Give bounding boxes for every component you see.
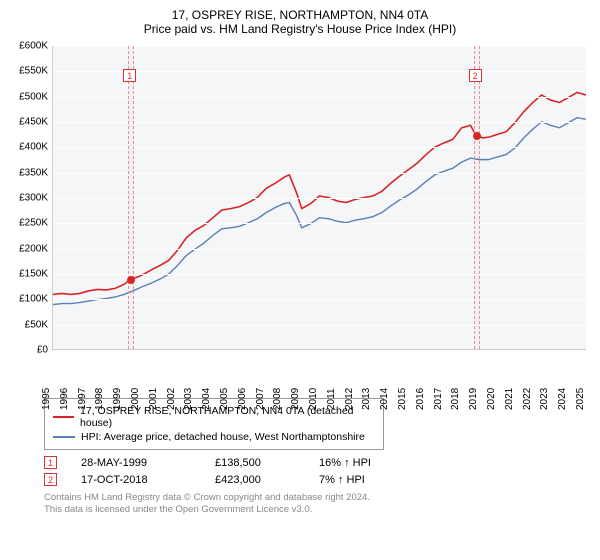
- x-tick-label: 2017: [433, 370, 444, 410]
- transaction-price: £138,500: [215, 457, 295, 469]
- y-tick-label: £550K: [8, 66, 48, 77]
- legend-row: HPI: Average price, detached house, West…: [53, 431, 375, 443]
- transaction-date: 28-MAY-1999: [81, 457, 191, 469]
- x-tick-label: 2022: [522, 370, 533, 410]
- plot-area: [52, 46, 586, 350]
- title-line-1: 17, OSPREY RISE, NORTHAMPTON, NN4 0TA: [8, 8, 592, 22]
- x-tick-label: 1999: [112, 370, 123, 410]
- footer-line-1: Contains HM Land Registry data © Crown c…: [44, 492, 592, 504]
- transaction-badge: 2: [44, 473, 57, 486]
- sale-dot: [473, 132, 481, 140]
- y-tick-label: £400K: [8, 142, 48, 153]
- transaction-date: 17-OCT-2018: [81, 474, 191, 486]
- x-tick-label: 2006: [237, 370, 248, 410]
- sale-marker-badge: 1: [123, 69, 136, 82]
- x-tick-label: 2003: [183, 370, 194, 410]
- x-tick-label: 2016: [415, 370, 426, 410]
- x-tick-label: 1998: [94, 370, 105, 410]
- legend-swatch: [53, 436, 75, 438]
- transactions-table: 1 28-MAY-1999 £138,500 16% ↑ HPI 2 17-OCT-201…: [44, 456, 592, 486]
- sale-band: [474, 46, 480, 349]
- x-tick-label: 2021: [504, 370, 515, 410]
- y-tick-label: £500K: [8, 91, 48, 102]
- footer-line-2: This data is licensed under the Open Gov…: [44, 504, 592, 516]
- x-tick-label: 2014: [379, 370, 390, 410]
- y-tick-label: £50K: [8, 319, 48, 330]
- x-tick-label: 2018: [450, 370, 461, 410]
- transaction-delta: 16% ↑ HPI: [319, 457, 371, 469]
- x-tick-label: 2025: [575, 370, 586, 410]
- y-tick-label: £0: [8, 345, 48, 356]
- transaction-row: 2 17-OCT-2018 £423,000 7% ↑ HPI: [44, 473, 592, 486]
- title-line-2: Price paid vs. HM Land Registry's House …: [8, 22, 592, 36]
- sale-marker-badge: 2: [469, 69, 482, 82]
- sale-dot: [127, 276, 135, 284]
- x-tick-label: 2011: [326, 370, 337, 410]
- x-tick-label: 2001: [148, 370, 159, 410]
- y-tick-label: £350K: [8, 167, 48, 178]
- x-tick-label: 2013: [361, 370, 372, 410]
- x-tick-label: 2023: [539, 370, 550, 410]
- x-tick-label: 2010: [308, 370, 319, 410]
- y-tick-label: £150K: [8, 269, 48, 280]
- footer-attribution: Contains HM Land Registry data © Crown c…: [44, 492, 592, 517]
- x-tick-label: 2015: [397, 370, 408, 410]
- transaction-delta: 7% ↑ HPI: [319, 474, 365, 486]
- x-tick-label: 2009: [290, 370, 301, 410]
- x-tick-label: 2012: [344, 370, 355, 410]
- y-tick-label: £300K: [8, 193, 48, 204]
- x-tick-label: 2007: [255, 370, 266, 410]
- gridline-h: [53, 350, 586, 351]
- transaction-price: £423,000: [215, 474, 295, 486]
- x-tick-label: 1995: [41, 370, 52, 410]
- sale-band: [128, 46, 134, 349]
- y-tick-label: £600K: [8, 41, 48, 52]
- y-tick-label: £250K: [8, 218, 48, 229]
- x-tick-label: 1996: [59, 370, 70, 410]
- chart: £0 £50K £100K £150K £200K £250K £300K £350K £400…: [8, 42, 592, 392]
- y-tick-label: £450K: [8, 117, 48, 128]
- x-tick-label: 2000: [130, 370, 141, 410]
- x-tick-label: 2002: [166, 370, 177, 410]
- x-tick-label: 2005: [219, 370, 230, 410]
- x-tick-label: 2020: [486, 370, 497, 410]
- transaction-badge: 1: [44, 456, 57, 469]
- x-tick-label: 1997: [77, 370, 88, 410]
- y-tick-label: £200K: [8, 243, 48, 254]
- legend-label: HPI: Average price, detached house, West…: [81, 431, 365, 443]
- x-tick-label: 2008: [272, 370, 283, 410]
- legend-swatch: [53, 416, 74, 418]
- y-tick-label: £100K: [8, 294, 48, 305]
- chart-title-block: 17, OSPREY RISE, NORTHAMPTON, NN4 0TA Pr…: [8, 8, 592, 36]
- transaction-row: 1 28-MAY-1999 £138,500 16% ↑ HPI: [44, 456, 592, 469]
- x-tick-label: 2004: [201, 370, 212, 410]
- x-tick-label: 2019: [468, 370, 479, 410]
- x-tick-label: 2024: [557, 370, 568, 410]
